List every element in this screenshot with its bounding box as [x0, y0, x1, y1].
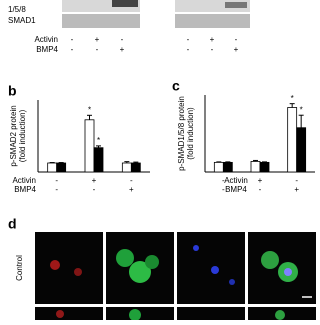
bar — [213, 161, 224, 173]
significance-mark: * — [291, 94, 294, 103]
blot-sign: - — [235, 35, 238, 44]
row-label: Activin — [12, 176, 36, 185]
panel-label: c — [172, 78, 180, 94]
blot-sign: + — [95, 35, 100, 44]
blot-sign: + — [120, 45, 125, 54]
sign: - — [93, 185, 96, 194]
sign: + — [92, 176, 97, 185]
row-label: Control — [15, 255, 24, 281]
sign: - — [55, 185, 58, 194]
blot-label: 1/5/8 — [8, 5, 26, 14]
bar — [287, 107, 298, 173]
blot-strip — [175, 14, 250, 28]
sign: + — [294, 185, 299, 194]
blot-sign: - — [71, 35, 74, 44]
bar — [84, 119, 95, 173]
sign: - — [259, 185, 262, 194]
blot-label: SMAD1 — [8, 16, 36, 25]
sign: - — [55, 176, 58, 185]
blot-sign: - — [96, 45, 99, 54]
significance-mark: * — [88, 105, 91, 114]
panel-label: d — [8, 216, 17, 232]
bar — [56, 162, 67, 173]
bar — [47, 162, 58, 173]
blot-sign: - — [71, 45, 74, 54]
bar — [130, 162, 141, 173]
blot-band — [225, 2, 247, 8]
sign: - — [222, 185, 225, 194]
blot-sign: + — [234, 45, 239, 54]
significance-mark: * — [300, 105, 303, 114]
sign: - — [222, 176, 225, 185]
micrograph-grid — [35, 232, 316, 321]
sign: - — [295, 176, 298, 185]
row-label: Activin — [224, 176, 248, 185]
y-axis-label: (fold induction) — [18, 109, 27, 162]
blot-sign: - — [187, 45, 190, 54]
blot-band — [112, 0, 138, 7]
significance-mark: * — [97, 136, 100, 145]
bar — [121, 162, 132, 173]
blot-sign: - — [211, 45, 214, 54]
bar — [222, 161, 233, 173]
sign: + — [258, 176, 263, 185]
y-axis-label: p-SMAD1/5/8 protein — [177, 96, 186, 171]
sign: + — [129, 185, 134, 194]
panel-label: b — [8, 83, 17, 99]
y-axis-label: (fold induction) — [186, 107, 195, 160]
blot-sign: - — [121, 35, 124, 44]
blot-sign: - — [187, 35, 190, 44]
bar — [259, 161, 270, 173]
y-axis-label: p-SMAD2 protein — [9, 105, 18, 166]
blot-row-label: BMP4 — [36, 45, 58, 54]
blot-strip — [62, 14, 140, 28]
sign: - — [130, 176, 133, 185]
bar — [250, 161, 261, 173]
bar — [296, 127, 307, 173]
row-label: BMP4 — [225, 185, 247, 194]
row-label: BMP4 — [14, 185, 36, 194]
blot-row-label: Activin — [34, 35, 58, 44]
blot-sign: + — [210, 35, 215, 44]
bar — [93, 147, 104, 173]
